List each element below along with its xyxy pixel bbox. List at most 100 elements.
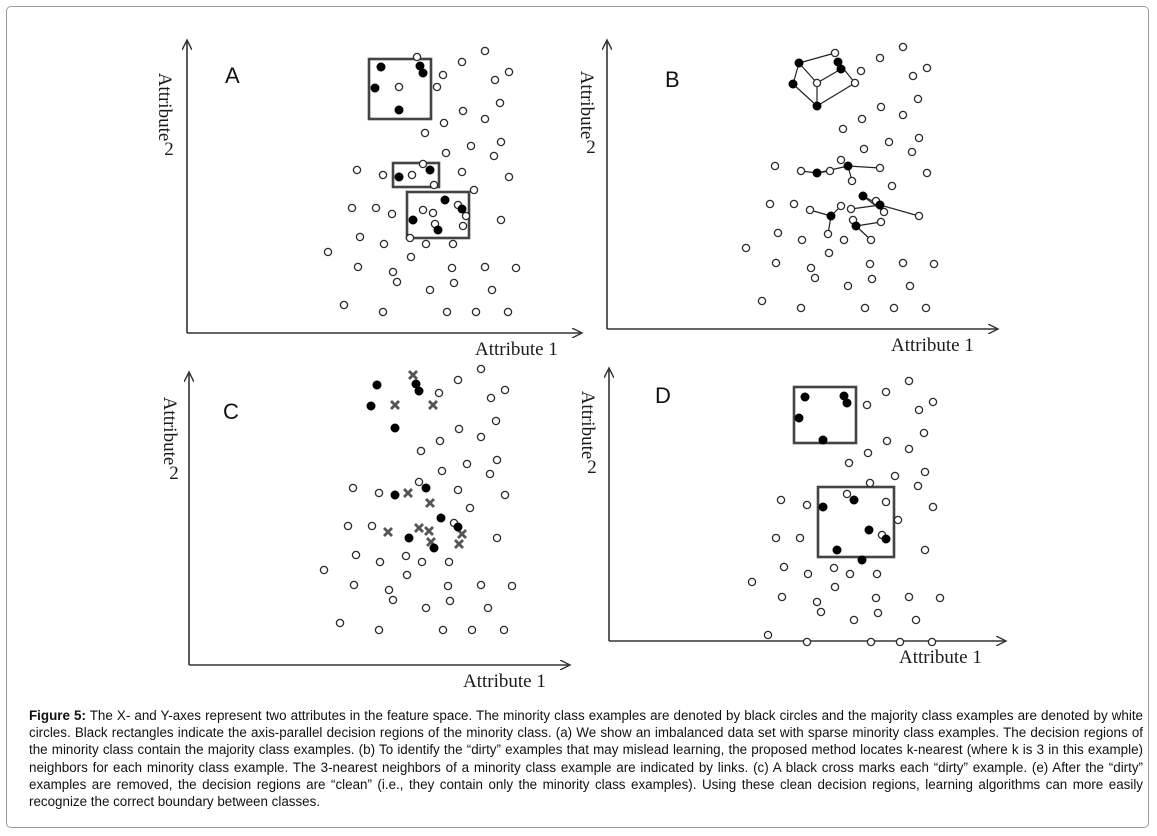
majority-point bbox=[453, 375, 463, 385]
majority-point bbox=[454, 424, 464, 434]
majority-point bbox=[802, 500, 812, 510]
majority-point bbox=[914, 211, 924, 221]
majority-point bbox=[873, 608, 883, 618]
y-axis-label: Attribute bbox=[154, 73, 175, 142]
y-axis-number: 2 bbox=[586, 137, 596, 158]
majority-point bbox=[789, 199, 799, 209]
decision-region bbox=[816, 485, 896, 559]
majority-point bbox=[487, 285, 497, 295]
majority-point bbox=[849, 615, 859, 625]
majority-point bbox=[348, 483, 358, 493]
majority-point bbox=[458, 106, 468, 116]
majority-point bbox=[922, 168, 932, 178]
majority-point bbox=[771, 258, 781, 268]
minority-point bbox=[788, 79, 798, 89]
majority-point bbox=[904, 592, 914, 602]
neighbor-link bbox=[847, 165, 881, 169]
majority-point bbox=[511, 263, 521, 273]
minority-point bbox=[421, 483, 431, 493]
majority-point bbox=[476, 580, 486, 590]
minority-point bbox=[394, 172, 404, 182]
majority-point bbox=[876, 102, 886, 112]
majority-point bbox=[442, 307, 452, 317]
majority-point bbox=[392, 277, 402, 287]
minority-point bbox=[372, 380, 382, 390]
majority-point bbox=[467, 625, 477, 635]
minority-point bbox=[370, 83, 380, 93]
majority-point bbox=[908, 71, 918, 81]
majority-point bbox=[875, 53, 885, 63]
minority-point bbox=[414, 386, 424, 396]
majority-point bbox=[503, 307, 513, 317]
minority-point bbox=[818, 502, 828, 512]
majority-point bbox=[765, 199, 775, 209]
majority-point bbox=[919, 428, 929, 438]
majority-point bbox=[374, 488, 384, 498]
majority-point bbox=[407, 170, 417, 180]
dirty-cross bbox=[424, 526, 434, 536]
minority-point bbox=[818, 435, 828, 445]
majority-point bbox=[881, 497, 891, 507]
majority-point bbox=[862, 400, 872, 410]
majority-point bbox=[347, 203, 357, 213]
minority-point bbox=[436, 513, 446, 523]
majority-point bbox=[465, 503, 475, 513]
majority-point bbox=[836, 201, 846, 211]
minority-point bbox=[418, 68, 428, 78]
majority-point bbox=[839, 235, 849, 245]
decision-region bbox=[391, 161, 441, 189]
majority-point bbox=[504, 67, 514, 77]
minority-point bbox=[440, 195, 450, 205]
majority-point bbox=[802, 637, 812, 647]
majority-point bbox=[483, 603, 493, 613]
majority-point bbox=[771, 533, 781, 543]
dirty-cross bbox=[425, 498, 435, 508]
majority-point bbox=[741, 243, 751, 253]
majority-point bbox=[847, 176, 857, 186]
minority-point bbox=[394, 105, 404, 115]
majority-point bbox=[425, 285, 435, 295]
majority-point bbox=[402, 570, 412, 580]
majority-point bbox=[496, 215, 506, 225]
decision-region bbox=[367, 57, 433, 121]
majority-point bbox=[876, 217, 886, 227]
majority-point bbox=[856, 66, 866, 76]
majority-point bbox=[379, 239, 389, 249]
majority-point bbox=[829, 563, 839, 573]
minority-point bbox=[794, 413, 804, 423]
majority-point bbox=[842, 489, 852, 499]
neighbor-link bbox=[879, 204, 920, 217]
majority-point bbox=[394, 82, 404, 92]
majority-point bbox=[929, 259, 939, 269]
majority-point bbox=[776, 495, 786, 505]
majority-point bbox=[412, 52, 422, 62]
majority-point bbox=[384, 585, 394, 595]
minority-point bbox=[376, 62, 386, 72]
majority-point bbox=[504, 172, 514, 182]
figure-caption: Figure 5: The X- and Y-axes represent tw… bbox=[29, 707, 1143, 810]
majority-point bbox=[881, 387, 891, 397]
majority-point bbox=[865, 478, 875, 488]
dirty-cross bbox=[414, 523, 424, 533]
majority-point bbox=[796, 166, 806, 176]
majority-point bbox=[339, 300, 349, 310]
majority-point bbox=[928, 502, 938, 512]
majority-point bbox=[500, 490, 510, 500]
majority-point bbox=[323, 247, 333, 257]
dirty-cross bbox=[426, 537, 436, 547]
majority-point bbox=[367, 521, 377, 531]
dirty-cross bbox=[457, 529, 467, 539]
neighbor-link bbox=[792, 83, 818, 107]
majority-point bbox=[905, 281, 915, 291]
majority-point bbox=[893, 515, 903, 525]
majority-point bbox=[319, 565, 329, 575]
majority-point bbox=[836, 155, 846, 165]
majority-point bbox=[416, 446, 426, 456]
majority-point bbox=[904, 376, 914, 386]
majority-point bbox=[374, 625, 384, 635]
minority-point bbox=[836, 64, 846, 74]
minority-point bbox=[881, 534, 891, 544]
minority-point bbox=[404, 533, 414, 543]
